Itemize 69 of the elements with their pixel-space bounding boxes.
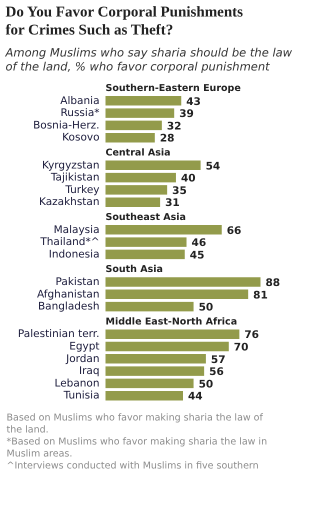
bar bbox=[106, 342, 229, 352]
y-tick-label: Russia* bbox=[60, 107, 100, 120]
bar bbox=[106, 290, 248, 300]
data-label: 46 bbox=[192, 237, 206, 250]
bar bbox=[106, 366, 204, 376]
data-label: 81 bbox=[253, 289, 268, 302]
y-tick-label: Indonesia bbox=[48, 248, 100, 260]
bar bbox=[106, 197, 160, 207]
y-tick-label: South Asia bbox=[106, 264, 163, 276]
data-label: 57 bbox=[210, 354, 226, 366]
bar bbox=[106, 160, 201, 170]
bar bbox=[106, 185, 168, 195]
y-tick-label: Lebanon bbox=[54, 377, 100, 390]
y-tick-label: Malaysia bbox=[54, 224, 100, 236]
y-tick-label: Turkey bbox=[64, 184, 100, 196]
y-tick-label: Southern-Eastern Europe bbox=[106, 83, 241, 94]
y-tick-label: Southeast Asia bbox=[106, 212, 186, 223]
bar bbox=[106, 250, 185, 260]
bar bbox=[106, 225, 222, 235]
y-tick-label: Iraq bbox=[78, 365, 100, 378]
data-label: 50 bbox=[198, 378, 214, 390]
bar bbox=[106, 120, 162, 130]
data-label: 40 bbox=[180, 172, 196, 185]
data-label: 70 bbox=[234, 342, 248, 354]
y-tick-label: Kosovo bbox=[62, 132, 100, 144]
y-tick-label: Middle East-North Africa bbox=[106, 316, 238, 328]
bar bbox=[106, 354, 206, 364]
data-label: 88 bbox=[266, 277, 280, 289]
y-tick-label: Tajikistan bbox=[50, 172, 100, 184]
data-label: 54 bbox=[206, 160, 220, 172]
y-tick-label: Palestinian terr. bbox=[18, 328, 100, 340]
y-tick-label: Pakistan bbox=[56, 276, 100, 288]
y-tick-label: Albania bbox=[60, 94, 100, 107]
data-label: 39 bbox=[179, 108, 194, 120]
data-label: 35 bbox=[172, 184, 187, 197]
y-tick-label: Kyrgyzstan bbox=[42, 159, 100, 172]
data-label: 45 bbox=[190, 249, 204, 262]
y-tick-label: Egypt bbox=[69, 340, 100, 352]
bar bbox=[106, 132, 155, 142]
y-tick-label: Kazakhstan bbox=[39, 196, 100, 208]
chart-title: Do You Favor Corporal Punishments for Crimes Such as Theft? bbox=[6, 4, 244, 38]
data-label: 31 bbox=[165, 197, 180, 210]
data-label: 44 bbox=[188, 390, 203, 403]
y-tick-label: Bangladesh bbox=[38, 300, 100, 313]
y-tick-label: Thailand*^ bbox=[39, 236, 100, 248]
text: *Based on Muslims who favor making sharia the law in Muslim areas. bbox=[6, 436, 268, 460]
bar bbox=[106, 237, 187, 247]
y-tick-label: Bosnia-Herz. bbox=[33, 119, 100, 132]
chart-subtitle: Among Muslims who say sharia should be the law of the land, % who favor corporal punishment bbox=[4, 46, 293, 74]
data-label: 43 bbox=[186, 96, 201, 108]
data-label: 66 bbox=[226, 224, 242, 237]
bar bbox=[106, 277, 260, 287]
bar bbox=[106, 172, 176, 182]
y-tick-label: Central Asia bbox=[106, 148, 171, 158]
bar bbox=[106, 96, 182, 106]
data-label: 56 bbox=[209, 366, 224, 378]
bar bbox=[106, 302, 194, 312]
y-tick-label: Afghanistan bbox=[36, 288, 100, 300]
data-label: 50 bbox=[198, 302, 214, 314]
text: Based on Muslims who favor making sharia the law of the land. bbox=[6, 412, 264, 436]
bar bbox=[106, 390, 183, 400]
bar bbox=[106, 378, 194, 388]
y-tick-label: Jordan bbox=[65, 352, 100, 365]
data-label: 32 bbox=[166, 120, 182, 132]
data-label: 28 bbox=[160, 132, 174, 145]
text: ^Interviews conducted with Muslims in five southern bbox=[6, 460, 259, 472]
y-tick-label: Tunisia bbox=[62, 390, 100, 402]
data-label: 76 bbox=[244, 329, 259, 342]
bar bbox=[106, 108, 174, 118]
